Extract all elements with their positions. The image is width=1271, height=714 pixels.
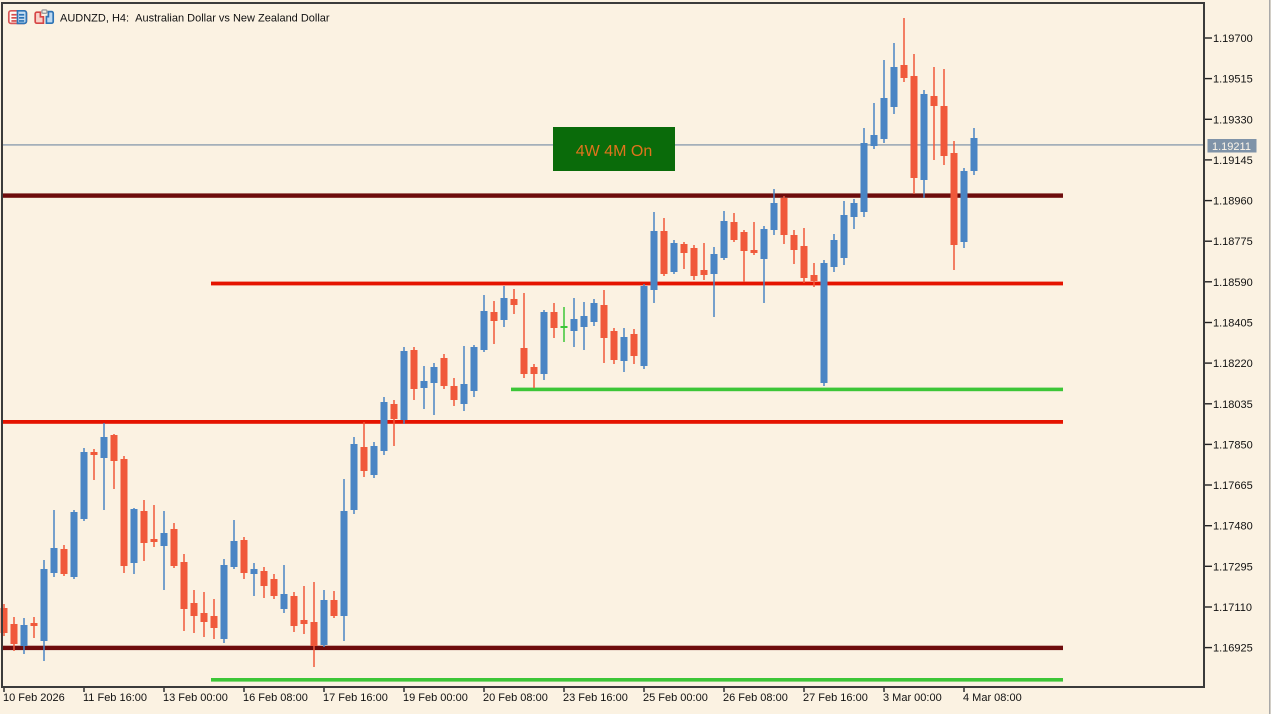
svg-text:20 Feb 08:00: 20 Feb 08:00	[483, 692, 548, 704]
svg-text:1.17110: 1.17110	[1213, 602, 1252, 614]
svg-text:1.19211: 1.19211	[1212, 141, 1251, 153]
svg-text:AUDNZD, H4: Australian Dollar: AUDNZD, H4: Australian Dollar vs New Zea…	[60, 13, 330, 25]
svg-text:19 Feb 00:00: 19 Feb 00:00	[403, 692, 468, 704]
svg-text:27 Feb 16:00: 27 Feb 16:00	[803, 692, 868, 704]
svg-text:13 Feb 00:00: 13 Feb 00:00	[163, 692, 228, 704]
svg-text:1.17480: 1.17480	[1213, 521, 1253, 533]
svg-text:26 Feb 08:00: 26 Feb 08:00	[723, 692, 788, 704]
svg-text:1.18220: 1.18220	[1213, 358, 1253, 370]
svg-text:4 Mar 08:00: 4 Mar 08:00	[963, 692, 1022, 704]
svg-text:25 Feb 00:00: 25 Feb 00:00	[643, 692, 708, 704]
svg-text:11 Feb 16:00: 11 Feb 16:00	[83, 692, 147, 704]
svg-text:1.19515: 1.19515	[1213, 74, 1253, 86]
svg-text:1.17665: 1.17665	[1213, 480, 1253, 492]
svg-text:1.19700: 1.19700	[1213, 33, 1253, 45]
svg-text:1.18775: 1.18775	[1213, 236, 1253, 248]
svg-text:3 Mar 00:00: 3 Mar 00:00	[883, 692, 942, 704]
svg-text:1.19145: 1.19145	[1213, 155, 1253, 167]
svg-text:1.17850: 1.17850	[1213, 439, 1253, 451]
svg-text:16 Feb 08:00: 16 Feb 08:00	[243, 692, 308, 704]
svg-text:23 Feb 16:00: 23 Feb 16:00	[563, 692, 628, 704]
svg-text:10 Feb 2026: 10 Feb 2026	[3, 692, 65, 704]
svg-text:1.18960: 1.18960	[1213, 196, 1253, 208]
svg-text:1.18405: 1.18405	[1213, 318, 1253, 330]
svg-text:1.19330: 1.19330	[1213, 114, 1253, 126]
svg-text:1.16925: 1.16925	[1213, 643, 1253, 655]
svg-text:4W 4M On: 4W 4M On	[576, 143, 652, 160]
svg-text:1.17295: 1.17295	[1213, 561, 1253, 573]
svg-text:1.18590: 1.18590	[1213, 277, 1253, 289]
svg-text:17 Feb 16:00: 17 Feb 16:00	[323, 692, 388, 704]
svg-text:1.18035: 1.18035	[1213, 399, 1253, 411]
